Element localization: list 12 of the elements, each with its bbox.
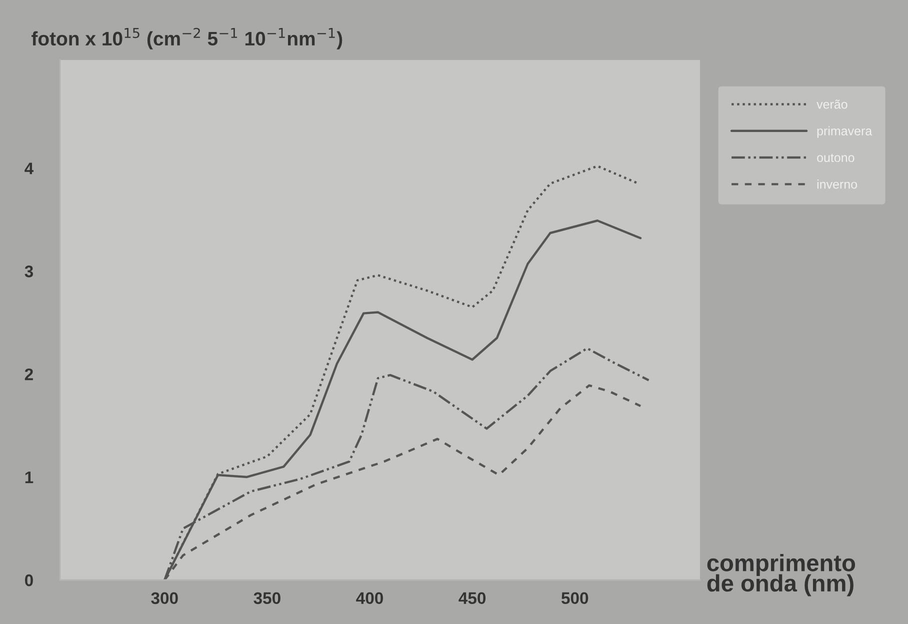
y-tick-label: 1 [25,472,34,484]
x-tick-label: 350 [254,592,280,604]
y-tick-label: 2 [24,368,33,380]
y-tick-label: 3 [24,265,34,278]
y-tick-label: 4 [24,162,34,174]
x-tick-label: 500 [561,592,588,604]
x-tick-label: 300 [151,592,178,604]
x-tick-label: 400 [356,592,383,604]
text: foton x 10$^{15}$ (cm$^{−2}$ 5$^{−1}$ 10$^{−1}$nm$^{−1}$) [32,28,342,50]
x-axis-title: comprimento de onda (nm) [707,554,856,596]
x-tick-label: 450 [458,592,486,604]
y-tick-label: 0 [25,574,33,586]
